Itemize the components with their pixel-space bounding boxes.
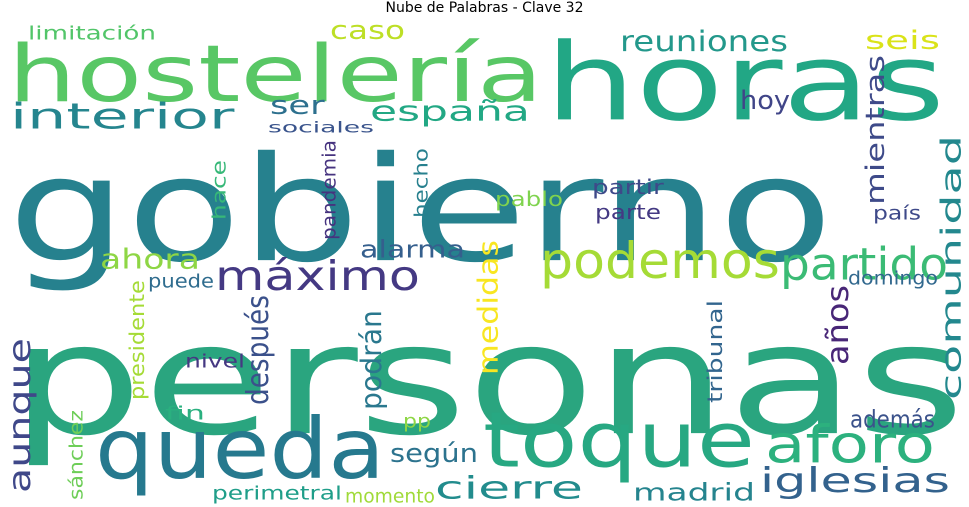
word-hace: hace [209,160,230,220]
word-limitacion: limitación [28,23,156,44]
word-puede: puede [148,270,214,293]
word-maximo: máximo [215,252,420,300]
word-cierre: cierre [435,471,583,507]
word-pp: pp [403,410,431,432]
word-pais: país [873,203,921,225]
word-mientras: mientras [861,55,891,205]
word-espana: españa [370,95,530,127]
word-nivel: nivel [185,351,245,373]
word-podemos: podemos [540,232,780,289]
word-partido: partido [780,239,948,291]
word-anos: años [820,285,856,365]
word-domingo: domingo [848,267,938,289]
word-sanchez: sánchez [65,410,87,500]
word-horas: horas [545,20,945,144]
word-reuniones: reuniones [620,26,788,58]
word-seis: seis [865,25,940,55]
word-madrid: madrid [633,478,755,506]
word-toque: toque [483,396,755,485]
chart-title: Nube de Palabras - Clave 32 [385,0,584,16]
word-hosteleria: hostelería [8,29,543,121]
word-fin: fin [165,403,205,425]
word-pandemia: pandemia [318,140,340,240]
word-aforo: aforo [765,415,935,475]
word-parte: parte [595,201,661,224]
word-gobierno: gobierno [8,126,833,294]
word-segun: según [390,439,478,468]
word-presidente: presidente [126,280,150,400]
word-momento: momento [345,486,435,507]
word-caso: caso [330,15,405,45]
word-ser: ser [270,91,325,121]
word-personas: personas [10,291,965,470]
word-ahora: ahora [100,244,200,276]
word-sociales: sociales [268,119,374,137]
word-hecho: hecho [410,148,431,218]
word-alarma: alarma [360,236,465,263]
word-medidas: medidas [472,240,503,375]
word-interior: interior [10,95,235,137]
word-aunque: aunque [3,338,37,493]
word-queda: queda [95,400,385,498]
word-podran: podrán [355,310,388,410]
word-comunidad: comunidad [936,135,968,400]
word-perimetral: perimetral [212,483,342,504]
word-ademas: además [850,406,935,433]
word-pablo: pablo [495,188,563,212]
word-tribunal: tribunal [703,300,727,403]
word-hoy: hoy [740,86,790,116]
word-partir: partir [592,175,664,199]
word-despues: después [240,295,275,405]
word-iglesias: iglesias [760,461,950,500]
